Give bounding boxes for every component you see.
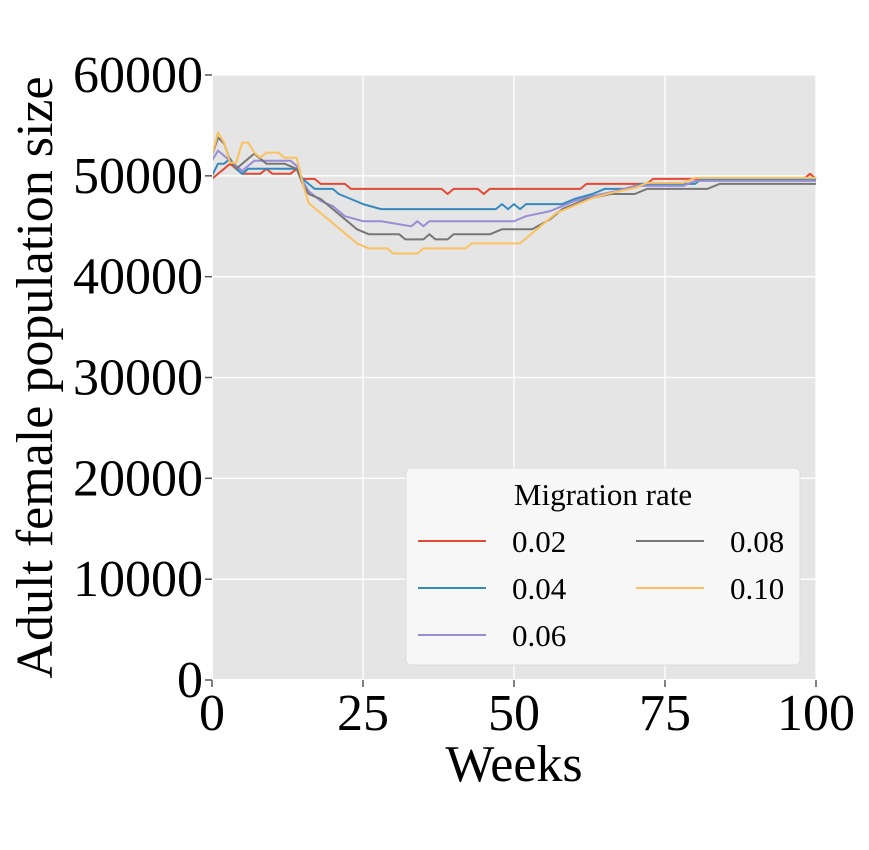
x-tick-label: 50 <box>488 685 540 742</box>
series-line-0.10 <box>211 131 816 255</box>
x-axis-title: Weeks <box>445 736 582 793</box>
legend-entry-0.04: 0.04 <box>418 571 567 606</box>
series-lines <box>211 131 817 255</box>
y-tick-label: 30000 <box>73 350 203 407</box>
legend-entry-0.02: 0.02 <box>418 524 566 559</box>
y-tick-label: 50000 <box>73 148 203 205</box>
axes: 0 10000 20000 30000 40000 50000 60000 0 25 50 75 10… <box>73 47 855 742</box>
legend-box <box>405 467 801 666</box>
legend-entries: 0.02 0.04 0.06 0.08 0.10 <box>418 524 784 653</box>
y-tick-label: 60000 <box>73 47 203 104</box>
grid-lines <box>211 74 817 681</box>
series-line-0.06 <box>211 149 816 228</box>
legend-label: 0.02 <box>512 524 566 559</box>
legend-entry-0.08: 0.08 <box>636 524 784 559</box>
legend-title: Migration rate <box>514 477 692 512</box>
series-line-0.08 <box>211 136 816 241</box>
legend-label: 0.08 <box>730 524 784 559</box>
x-tick-label: 100 <box>777 685 855 742</box>
x-tick-label: 25 <box>337 685 389 742</box>
x-tick-label: 75 <box>639 685 691 742</box>
x-tick-label: 0 <box>199 685 225 742</box>
legend: Migration rate 0.02 0.04 0.06 0.08 0.10 <box>405 467 801 666</box>
series-line-0.04 <box>211 157 816 211</box>
y-tick-label: 40000 <box>73 249 203 306</box>
legend-entry-0.06: 0.06 <box>418 618 566 653</box>
legend-entry-0.10: 0.10 <box>636 571 784 606</box>
y-tick-label: 20000 <box>73 450 203 507</box>
legend-label: 0.06 <box>512 618 566 653</box>
y-tick-label: 10000 <box>73 551 203 608</box>
y-axis-title: Adult female population size <box>7 76 64 678</box>
legend-label: 0.10 <box>730 571 784 606</box>
legend-label: 0.04 <box>512 571 567 606</box>
y-tick-label: 0 <box>177 652 203 709</box>
